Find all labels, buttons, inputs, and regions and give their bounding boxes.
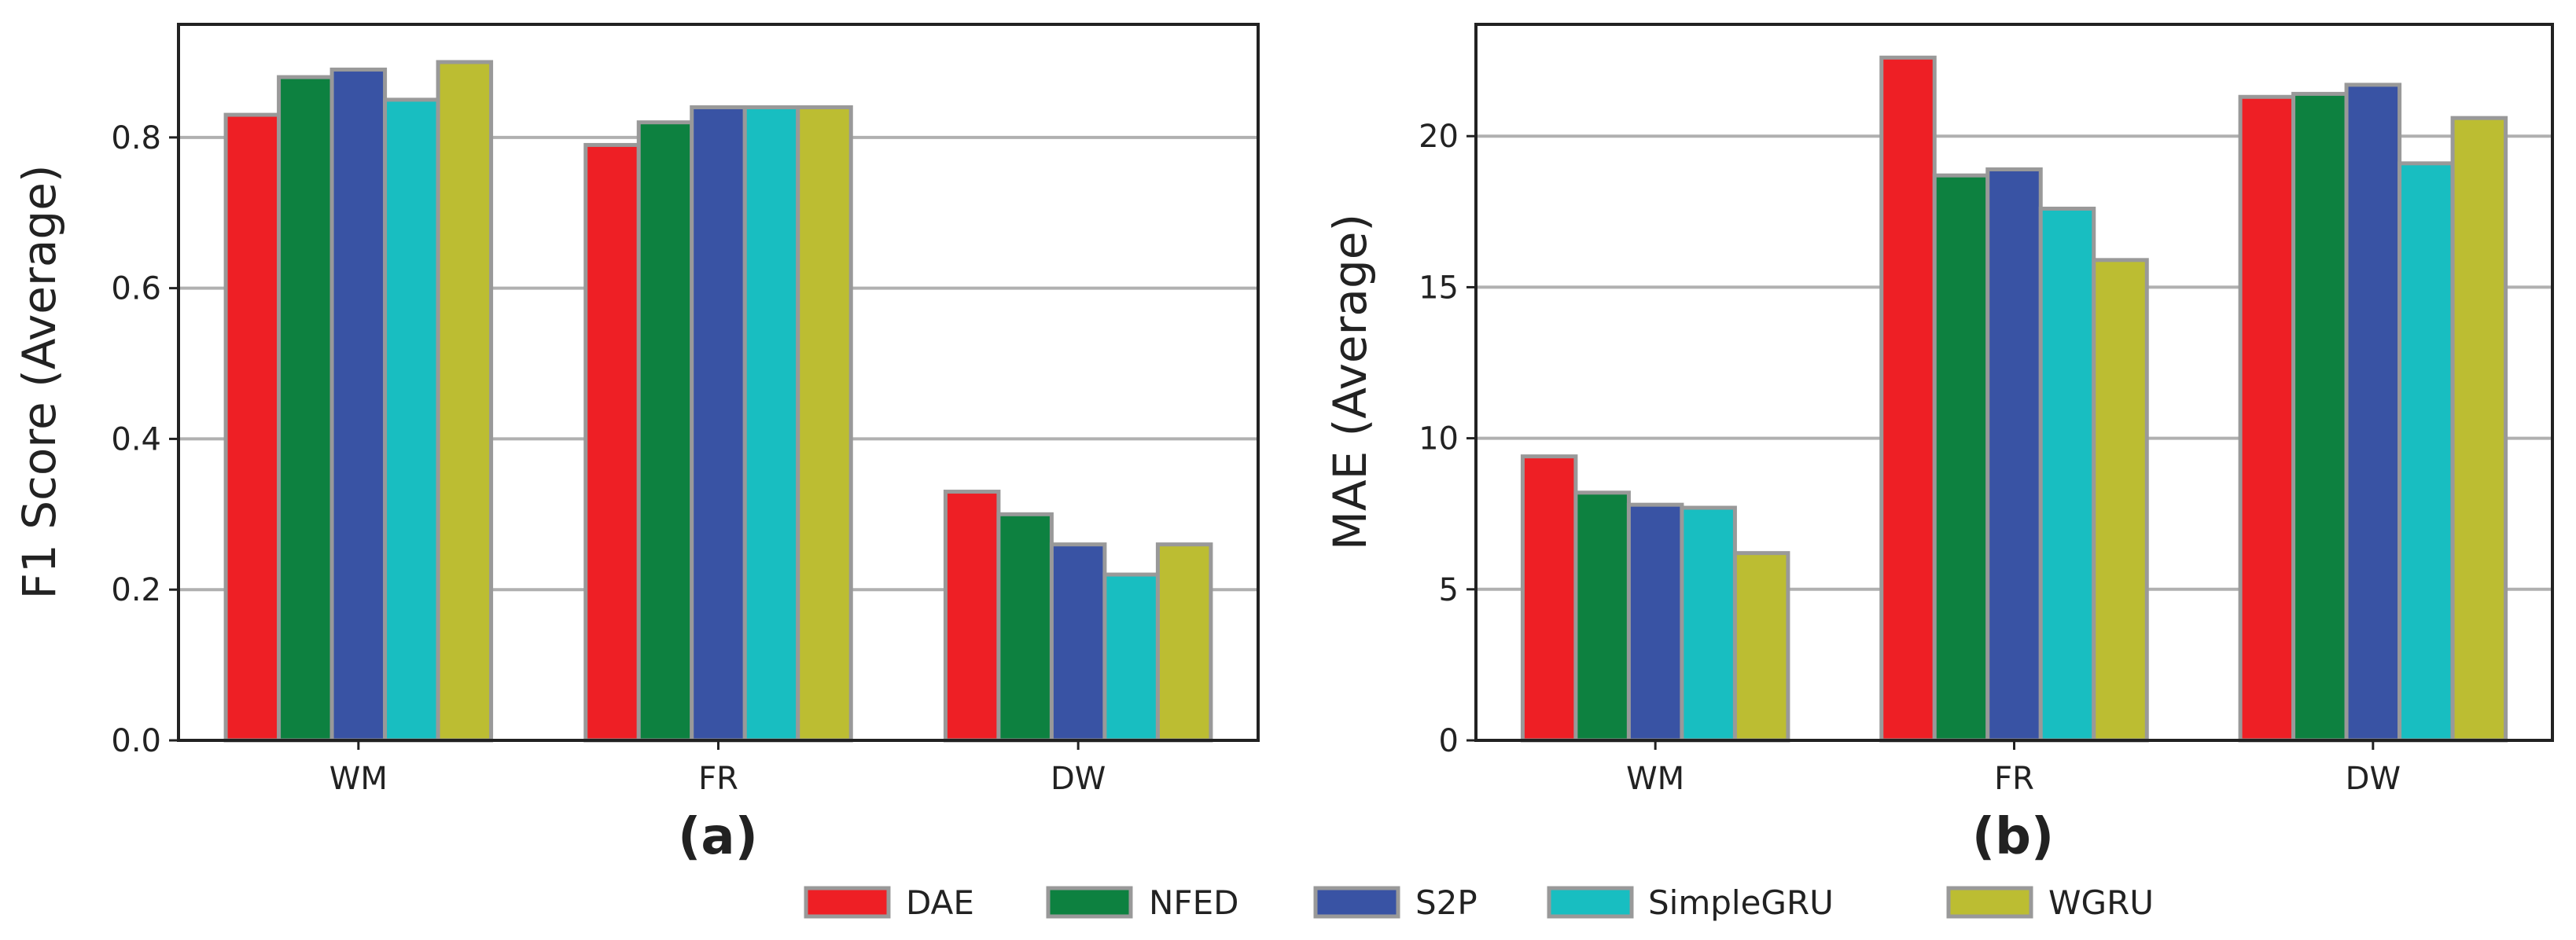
bar-dae-wm — [223, 112, 282, 743]
bar-simplegru-wm — [383, 97, 440, 743]
bar-nfed-fr — [636, 120, 694, 743]
bar-simplegru-dw — [1102, 572, 1160, 743]
legend-swatch-simplegru — [1547, 886, 1634, 919]
legend-label-dae: DAE — [906, 883, 974, 922]
y-tick-label: 0.2 — [111, 572, 161, 608]
y-axis-label: MAE (Average) — [1323, 214, 1377, 550]
y-tick-label: 15 — [1419, 270, 1459, 306]
y-tick-label: 0.0 — [111, 723, 161, 759]
chart-panel-a: 0.0 0.2 0.4 0.6 0.8 WM FR DW F1 Score (Average) — [13, 23, 1260, 797]
y-tick-label: 0.8 — [111, 120, 161, 156]
bar-wgru-dw — [2450, 116, 2508, 743]
y-tick-label: 0.4 — [111, 421, 161, 457]
bar-dae-fr — [1879, 55, 1937, 743]
bar-dae-dw — [2238, 94, 2296, 743]
bar-s2p-dw — [1049, 542, 1107, 743]
bar-nfed-wm — [1573, 490, 1631, 743]
bar-dae-fr — [583, 142, 641, 743]
x-tick-label: WM — [1626, 761, 1684, 797]
x-tick-label: DW — [1051, 761, 1106, 797]
bar-dae-wm — [1520, 454, 1578, 743]
x-tick-label: WM — [329, 761, 388, 797]
bar-wgru-fr — [2092, 258, 2149, 743]
legend-label-wgru: WGRU — [2048, 883, 2154, 922]
bar-simplegru-fr — [742, 105, 800, 743]
bar-nfed-wm — [277, 75, 334, 743]
legend-swatch-wgru — [1946, 886, 2033, 919]
bar-simplegru-wm — [1680, 505, 1737, 743]
legend-label-nfed: NFED — [1149, 883, 1238, 922]
bar-nfed-dw — [996, 512, 1054, 743]
x-tick-label: FR — [698, 761, 738, 797]
bar-dae-dw — [943, 490, 1001, 743]
y-tick-label: 0 — [1439, 723, 1459, 759]
y-axis-label: F1 Score (Average) — [13, 164, 66, 599]
bar-simplegru-fr — [2038, 206, 2096, 743]
bar-s2p-wm — [329, 68, 388, 743]
plot-frame — [1474, 23, 2554, 742]
bar-nfed-dw — [2291, 91, 2349, 743]
bar-wgru-wm — [436, 60, 494, 743]
legend-label-simplegru: SimpleGRU — [1648, 883, 1834, 922]
bar-s2p-dw — [2344, 83, 2402, 743]
plot-frame — [177, 23, 1260, 742]
bar-s2p-fr — [1985, 167, 2043, 743]
bar-s2p-fr — [690, 105, 747, 743]
panel-label-a: (a) — [678, 808, 758, 866]
legend: DAE NFED S2P SimpleGRU WGRU — [804, 883, 2154, 922]
legend-swatch-s2p — [1313, 886, 1400, 919]
y-tick-label: 20 — [1419, 119, 1459, 155]
y-tick-label: 0.6 — [111, 271, 161, 307]
chart-panel-b: 0 5 10 15 20 WM FR DW MAE (Average) — [1323, 23, 2554, 797]
panel-label-b: (b) — [1972, 808, 2054, 866]
bar-wgru-dw — [1155, 542, 1213, 743]
legend-swatch-nfed — [1046, 886, 1133, 919]
x-tick-label: FR — [1994, 761, 2034, 797]
x-tick-label: DW — [2346, 761, 2401, 797]
bar-simplegru-dw — [2398, 161, 2455, 743]
bar-nfed-fr — [1932, 173, 1990, 743]
bar-s2p-wm — [1626, 502, 1684, 743]
y-tick-label: 5 — [1439, 572, 1459, 608]
bar-wgru-wm — [1732, 551, 1790, 743]
y-tick-label: 10 — [1419, 421, 1459, 457]
bar-wgru-fr — [796, 105, 853, 743]
legend-label-s2p: S2P — [1415, 883, 1478, 922]
legend-swatch-dae — [804, 886, 891, 919]
